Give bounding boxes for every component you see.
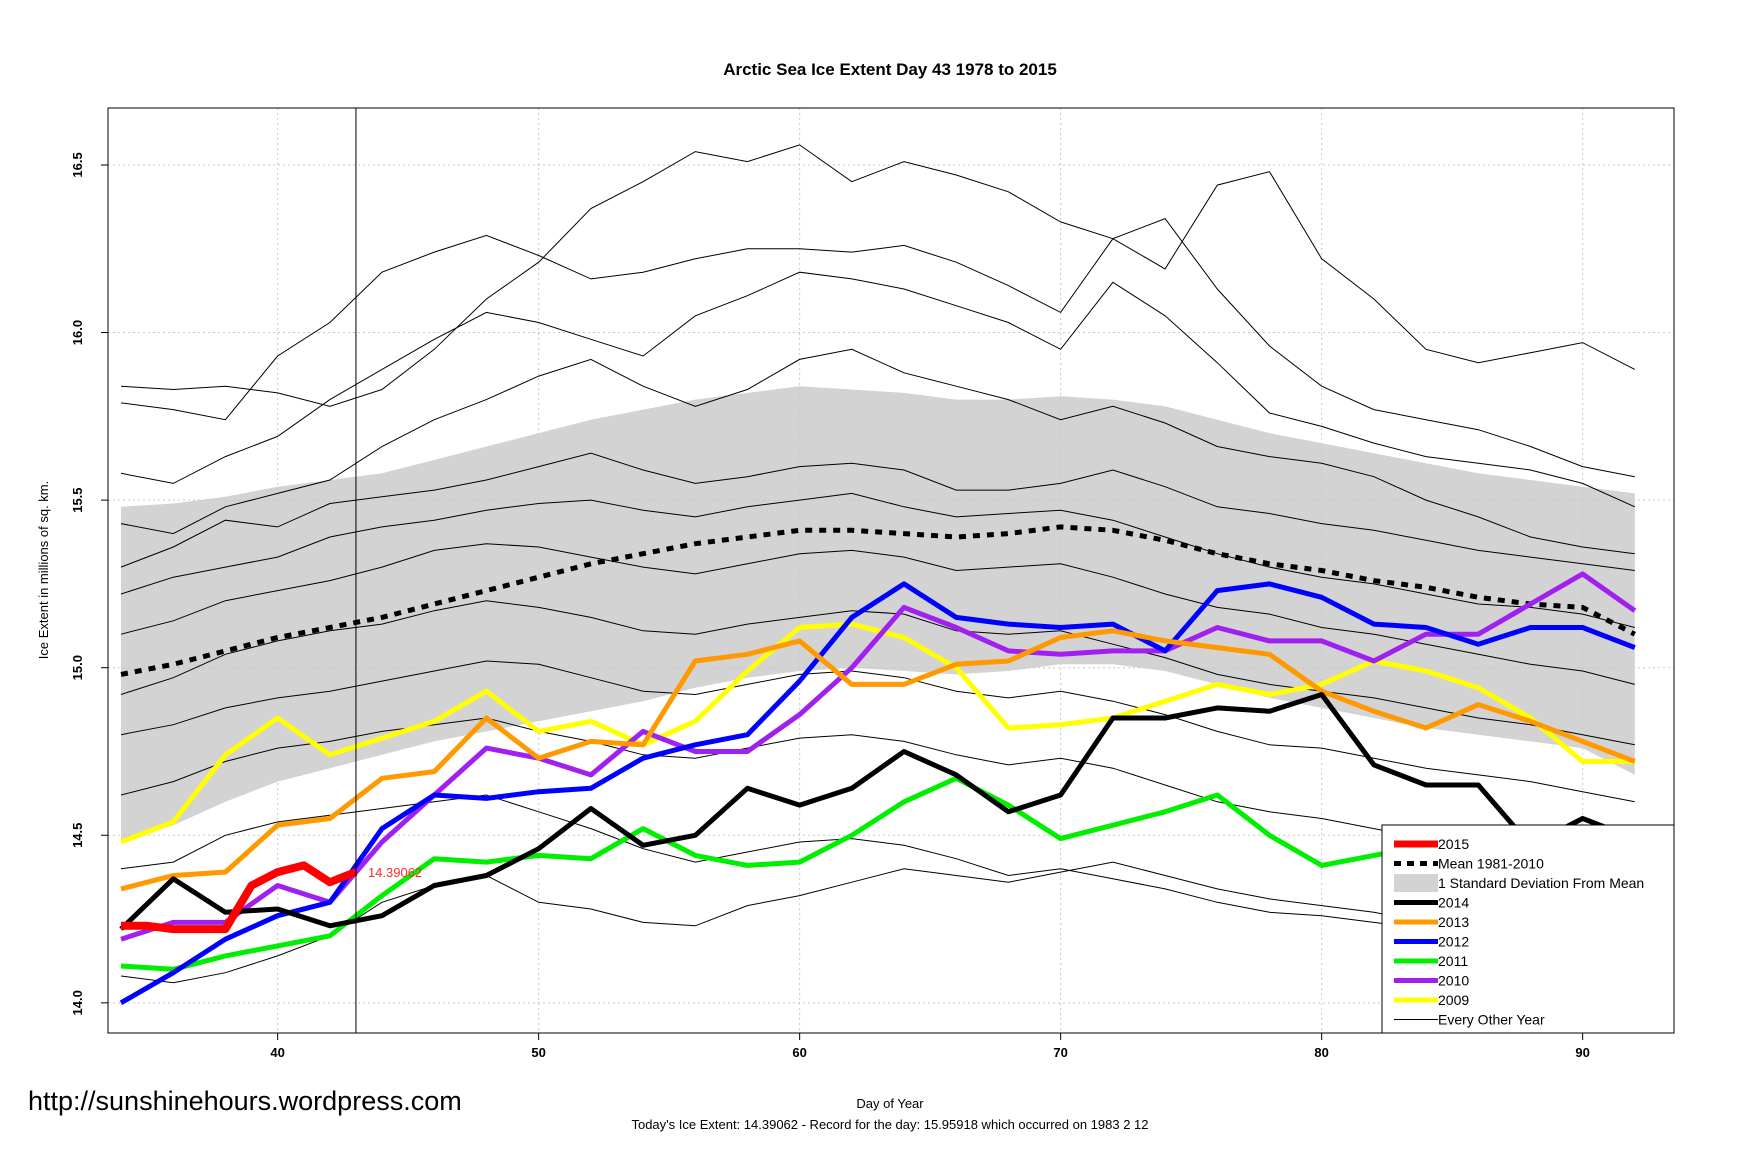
y-tick-label-4: 16.0 bbox=[70, 320, 85, 345]
mean-line bbox=[120, 524, 1636, 677]
series-line-2012 bbox=[119, 581, 1636, 1005]
x-axis: 40 50 60 70 80 90 bbox=[270, 1033, 1590, 1060]
y-tick-label-1: 14.5 bbox=[70, 823, 85, 848]
series-line-2010 bbox=[120, 571, 1637, 942]
legend-label-3: 2014 bbox=[1438, 895, 1469, 911]
y-axis-label: Ice Extent in millions of sq. km. bbox=[36, 481, 51, 659]
x-tick-label-1: 50 bbox=[531, 1045, 545, 1060]
x-tick-label-4: 80 bbox=[1314, 1045, 1328, 1060]
legend-label-4: 2013 bbox=[1438, 914, 1469, 930]
series-line-2015 bbox=[121, 861, 358, 934]
legend-label-2: 1 Standard Deviation From Mean bbox=[1438, 875, 1644, 891]
legend-label-6: 2011 bbox=[1438, 953, 1468, 969]
other-year-line-1 bbox=[120, 217, 1635, 478]
y-tick-label-2: 15.0 bbox=[70, 655, 85, 680]
other-year-line-4 bbox=[120, 452, 1635, 571]
chart-title: Arctic Sea Ice Extent Day 43 1978 to 201… bbox=[723, 60, 1057, 79]
watermark-url: http://sunshinehours.wordpress.com bbox=[28, 1086, 462, 1116]
legend-swatch-2 bbox=[1394, 874, 1438, 892]
legend-label-8: 2009 bbox=[1438, 992, 1469, 1008]
other-year-line-7 bbox=[120, 600, 1635, 746]
other-year-line-3 bbox=[120, 348, 1635, 555]
y-axis: 14.0 14.5 15.0 15.5 16.0 16.5 bbox=[70, 152, 108, 1015]
legend-label-0: 2015 bbox=[1438, 836, 1469, 852]
other-year-line-8 bbox=[120, 660, 1635, 803]
legend: 2015 Mean 1981-2010 1 Standard Deviation F… bbox=[1381, 824, 1675, 1034]
day-marker: 14.39062 bbox=[355, 108, 422, 1033]
series-line-2009 bbox=[120, 621, 1635, 845]
series-line-2013 bbox=[120, 628, 1636, 892]
footer-note: Today's Ice Extent: 14.39062 - Record fo… bbox=[631, 1117, 1148, 1132]
mean-1981-2010-line bbox=[120, 524, 1636, 677]
legend-label-5: 2012 bbox=[1438, 934, 1469, 950]
x-tick-label-0: 40 bbox=[270, 1045, 284, 1060]
x-tick-label-5: 90 bbox=[1575, 1045, 1589, 1060]
x-tick-label-3: 70 bbox=[1053, 1045, 1067, 1060]
highlight-series bbox=[119, 571, 1637, 1005]
plot-frame bbox=[107, 107, 1675, 1034]
y-tick-label-3: 15.5 bbox=[70, 487, 85, 512]
x-tick-label-2: 60 bbox=[792, 1045, 806, 1060]
x-axis-label: Day of Year bbox=[856, 1096, 924, 1111]
series-line-2014 bbox=[119, 692, 1636, 931]
y-tick-label-0: 14.0 bbox=[70, 990, 85, 1015]
other-years-lines bbox=[120, 144, 1636, 984]
y-tick-label-5: 16.5 bbox=[70, 152, 85, 177]
other-year-line-2 bbox=[120, 271, 1636, 508]
legend-label-1: Mean 1981-2010 bbox=[1438, 856, 1544, 872]
today-value-label: 14.39062 bbox=[368, 865, 422, 880]
other-year-line-5 bbox=[120, 492, 1635, 628]
other-year-line-6 bbox=[120, 543, 1635, 685]
legend-label-7: 2010 bbox=[1438, 973, 1469, 989]
legend-label-9: Every Other Year bbox=[1438, 1012, 1545, 1028]
other-year-line-0 bbox=[120, 144, 1636, 407]
